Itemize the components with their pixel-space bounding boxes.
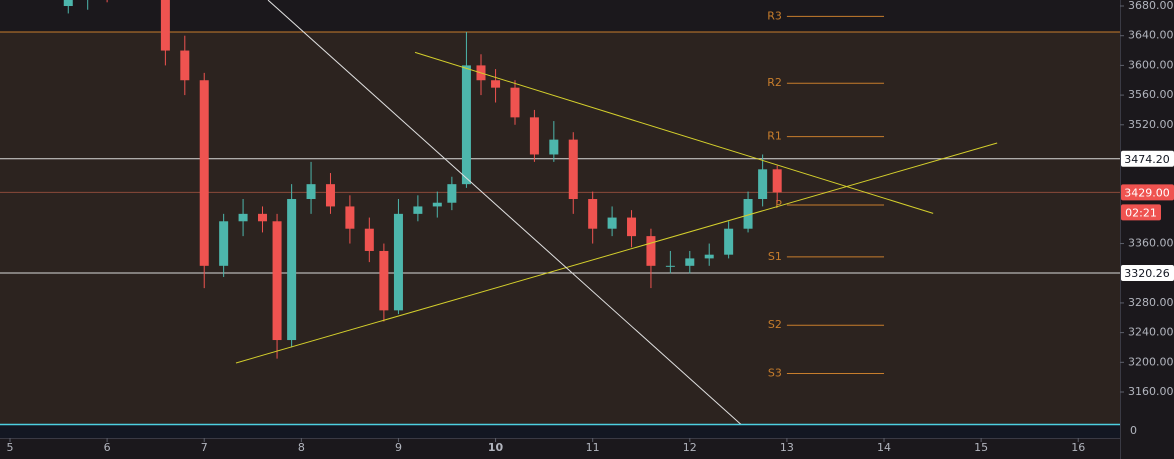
candle-body (238, 213, 248, 222)
pivot-label: R3 (767, 9, 782, 22)
x-tick-label: 13 (780, 441, 794, 454)
y-tick-label: 3600.00 (1128, 58, 1174, 71)
x-tick-label: 16 (1071, 441, 1085, 454)
pivot-label: S2 (768, 318, 782, 331)
candle-body (272, 221, 282, 341)
candle-body (345, 206, 355, 229)
candle-body (432, 202, 442, 207)
candle-body (743, 199, 753, 229)
pivot-label: R1 (767, 130, 782, 143)
x-tick-label: 9 (395, 441, 402, 454)
candle-body (758, 169, 768, 200)
y-tick-label: 3560.00 (1128, 88, 1174, 101)
trendline (235, 142, 998, 364)
candle-body (704, 254, 714, 259)
candle-body (160, 0, 170, 51)
candle-body (287, 199, 297, 341)
candle-body (510, 87, 520, 118)
volume-pane (0, 425, 1120, 438)
plot-area: R3 R2 R1 P S1 S2 S3 (0, 0, 1120, 424)
candle-body (646, 236, 656, 266)
price-label-box (1121, 150, 1174, 167)
candle-body (627, 217, 637, 237)
candle-body (685, 258, 695, 266)
candle-body (219, 221, 229, 266)
candle-body (306, 184, 316, 200)
candle-body (257, 213, 267, 222)
x-tick-label: 11 (586, 441, 600, 454)
y-tick-label: 3520.00 (1128, 118, 1174, 131)
candle-body (447, 184, 457, 203)
candle-body (665, 265, 675, 267)
price-label: 3429.00 (1124, 186, 1170, 199)
candle-body (364, 228, 374, 251)
candle-body (724, 228, 734, 255)
price-label-box (1121, 265, 1174, 282)
candle-body (413, 206, 423, 214)
x-tick-label: 8 (298, 441, 305, 454)
pivot-label: S3 (768, 366, 782, 379)
candle-body (180, 50, 190, 81)
candle-body (529, 117, 539, 155)
range-zone (0, 32, 1120, 424)
x-tick-label: 10 (488, 441, 504, 454)
x-tick-label: 7 (201, 441, 208, 454)
candle-body (588, 199, 598, 229)
price-label: 3474.20 (1124, 153, 1170, 166)
pivot-label: R2 (767, 76, 782, 89)
volume-tick-label: 0 (1130, 424, 1137, 437)
y-tick-label: 3280.00 (1128, 296, 1174, 309)
x-tick-label: 6 (104, 441, 111, 454)
y-tick-label: 3680.00 (1128, 0, 1174, 12)
candle-body (549, 139, 559, 155)
candle-body (379, 250, 389, 311)
x-tick-label: 15 (974, 441, 988, 454)
price-label-box (1121, 184, 1174, 201)
candle-body (199, 80, 209, 266)
pivot-label: P (775, 198, 782, 211)
candle-body (63, 0, 73, 7)
y-tick-label: 3200.00 (1128, 355, 1174, 368)
y-tick-label: 3360.00 (1128, 237, 1174, 250)
candle-body (461, 65, 471, 185)
countdown-box (1121, 204, 1161, 221)
x-tick-label: 12 (683, 441, 697, 454)
candle-body (772, 169, 782, 193)
price-label: 3320.26 (1124, 267, 1170, 280)
candle-body (393, 213, 403, 311)
x-tick-label: 5 (7, 441, 14, 454)
pivot-label: S1 (768, 250, 782, 263)
y-tick-label: 3160.00 (1128, 385, 1174, 398)
candle-body (491, 80, 501, 88)
countdown: 02:21 (1125, 206, 1157, 219)
y-tick-label: 3240.00 (1128, 326, 1174, 339)
trendline (267, 0, 742, 424)
y-tick-label: 3640.00 (1128, 29, 1174, 42)
candle-body (607, 217, 617, 229)
candle-body (325, 184, 335, 207)
x-tick-label: 14 (877, 441, 891, 454)
candle-body (568, 139, 578, 200)
